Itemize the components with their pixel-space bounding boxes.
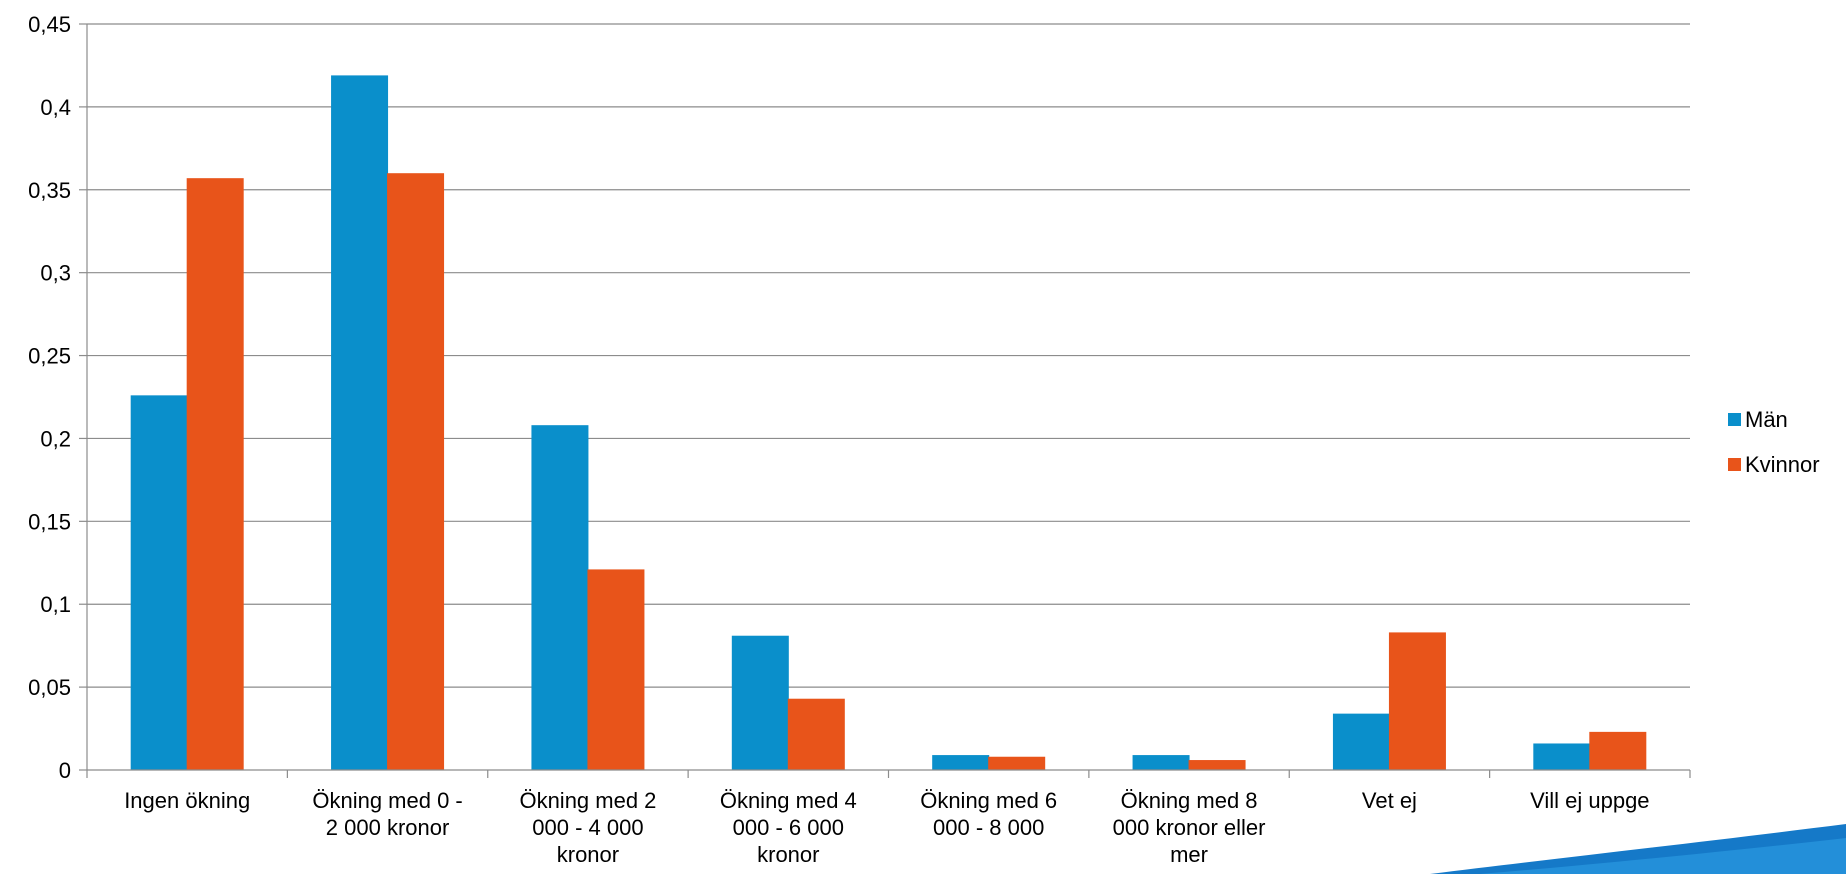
legend: Män Kvinnor	[1728, 407, 1820, 477]
bar-kvinnor	[587, 569, 645, 770]
x-category-label: Ökning med 4	[720, 788, 857, 813]
x-category-label: Ingen ökning	[124, 788, 250, 813]
x-category-label: 2 000 kronor	[326, 815, 450, 840]
bar-man	[1533, 743, 1591, 770]
bar-man	[331, 75, 389, 770]
y-tick-label: 0,05	[28, 675, 71, 700]
x-category-label: mer	[1170, 842, 1208, 867]
y-tick-label: 0,1	[40, 592, 71, 617]
y-tick-label: 0,45	[28, 12, 71, 37]
bar-kvinnor	[1188, 760, 1246, 770]
legend-swatch	[1728, 458, 1741, 471]
bar-kvinnor	[1589, 731, 1647, 770]
axes	[79, 23, 1691, 778]
bar-man	[1132, 755, 1190, 770]
decorative-swoosh-highlight	[1480, 838, 1846, 874]
y-tick-label: 0,2	[40, 426, 71, 451]
y-tick-label: 0,3	[40, 261, 71, 286]
x-category-label: kronor	[757, 842, 819, 867]
bar-man	[531, 425, 589, 770]
bar-kvinnor	[186, 178, 244, 770]
bar-man	[130, 395, 188, 770]
y-tick-label: 0,25	[28, 344, 71, 369]
y-tick-label: 0,4	[40, 95, 71, 120]
bar-kvinnor	[387, 173, 445, 770]
bar-man	[1332, 713, 1390, 770]
x-category-label: Ökning med 8	[1121, 788, 1258, 813]
x-category-label: 000 - 4 000	[532, 815, 643, 840]
y-tick-label: 0	[59, 758, 71, 783]
x-category-label: Vet ej	[1362, 788, 1417, 813]
bar-kvinnor	[787, 698, 845, 770]
x-category-label: Ökning med 6	[920, 788, 1057, 813]
legend-label: Män	[1745, 407, 1788, 432]
y-tick-label: 0,15	[28, 509, 71, 534]
x-category-label: 000 - 8 000	[933, 815, 1044, 840]
bar-man	[731, 635, 789, 770]
x-category-label: kronor	[557, 842, 619, 867]
y-tick-label: 0,35	[28, 178, 71, 203]
gridlines	[87, 23, 1690, 688]
x-category-label: Vill ej uppge	[1530, 788, 1649, 813]
y-axis-tick-labels: 0 0,05 0,1 0,15 0,2 0,25 0,3 0,35 0,4 0,45	[28, 12, 71, 783]
legend-label: Kvinnor	[1745, 452, 1820, 477]
legend-swatch	[1728, 413, 1741, 426]
bar-kvinnor	[1388, 632, 1446, 770]
x-category-label: 000 - 6 000	[733, 815, 844, 840]
bars	[130, 75, 1647, 770]
x-category-label: Ökning med 0 -	[312, 788, 462, 813]
x-axis-category-labels: Ingen ökning Ökning med 0 -2 000 kronor Ök…	[124, 788, 1649, 867]
bar-man	[932, 755, 990, 770]
x-category-label: 000 kronor eller	[1113, 815, 1266, 840]
x-category-label: Ökning med 2	[519, 788, 656, 813]
bar-kvinnor	[988, 756, 1046, 770]
